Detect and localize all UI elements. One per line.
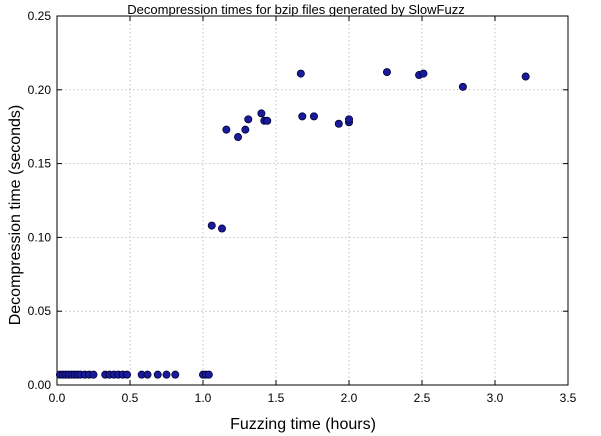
data-point (309, 112, 318, 121)
data-point (162, 370, 171, 379)
data-point (217, 224, 226, 233)
data-point (89, 370, 98, 379)
x-tick-label: 0.0 (49, 391, 66, 405)
data-point (458, 82, 467, 91)
data-point (334, 119, 343, 128)
x-tick-label: 0.5 (122, 391, 139, 405)
data-point (143, 370, 152, 379)
data-point (263, 116, 272, 125)
plot-frame (56, 15, 569, 386)
x-tick-label: 3.0 (487, 391, 504, 405)
y-tick-label: 0.05 (28, 304, 52, 318)
y-tick-label: 0.00 (28, 378, 52, 392)
data-point (257, 109, 266, 118)
x-tick-label: 1.5 (268, 391, 285, 405)
y-axis-ticks: 0.00 0.05 0.10 0.15 0.20 0.25 (28, 9, 568, 392)
x-tick-label: 2.5 (414, 391, 431, 405)
data-point (244, 115, 253, 124)
data-points (55, 68, 530, 379)
x-tick-label: 3.5 (560, 391, 577, 405)
data-point (153, 370, 162, 379)
y-tick-label: 0.15 (28, 157, 52, 171)
y-tick-label: 0.20 (28, 83, 52, 97)
data-point (207, 221, 216, 230)
x-tick-label: 1.0 (195, 391, 212, 405)
data-point (296, 69, 305, 78)
data-point (521, 72, 530, 81)
x-axis-label: Fuzzing time (hours) (230, 416, 376, 433)
x-tick-label: 2.0 (341, 391, 358, 405)
y-tick-label: 0.25 (28, 9, 52, 23)
data-point (419, 69, 428, 78)
data-point (234, 133, 243, 142)
data-point (171, 370, 180, 379)
data-point (298, 112, 307, 121)
y-axis-label: Decompression time (seconds) (7, 105, 24, 326)
data-point (204, 370, 213, 379)
data-point (344, 115, 353, 124)
y-tick-label: 0.10 (28, 230, 52, 244)
data-point (123, 370, 132, 379)
chart-title: Decompression times for bzip files gener… (127, 2, 464, 17)
x-axis-ticks: 0.0 0.5 1.0 1.5 2.0 2.5 3.0 3.5 (49, 16, 577, 405)
data-point (382, 68, 391, 77)
data-point (241, 125, 250, 134)
grid-lines (57, 16, 568, 385)
data-point (222, 125, 231, 134)
